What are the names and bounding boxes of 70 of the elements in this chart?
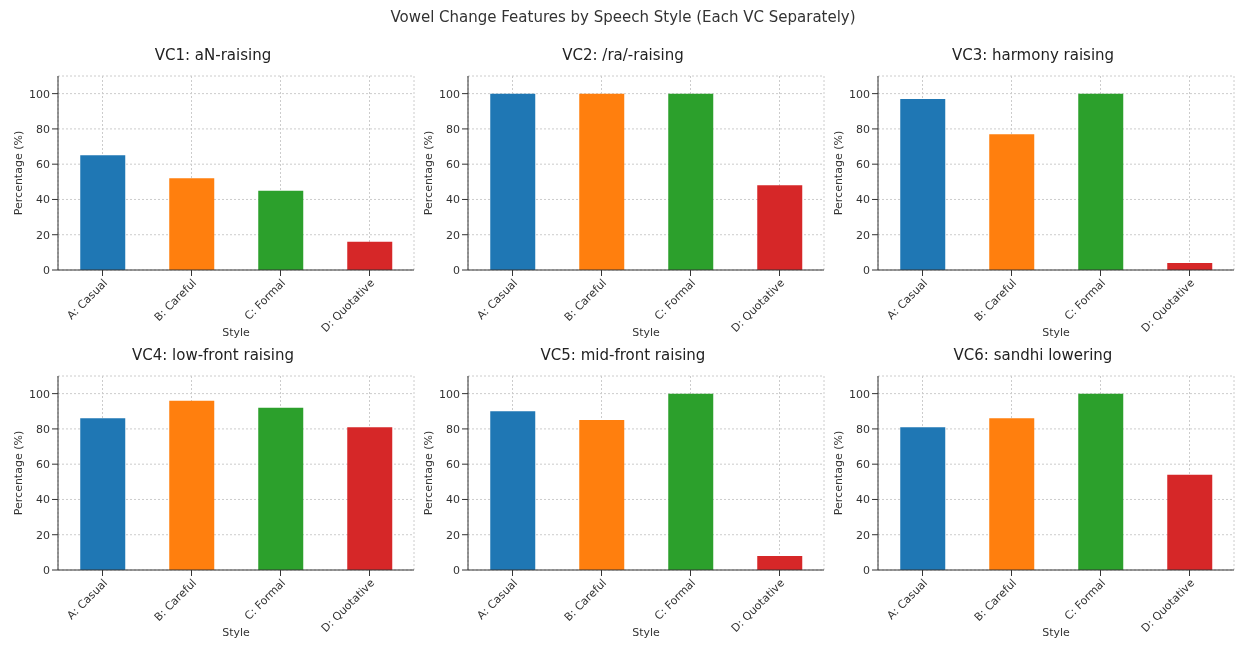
y-tick-label: 80 — [856, 422, 870, 436]
bar — [169, 178, 215, 270]
y-tick-label: 80 — [856, 122, 870, 136]
y-axis-title: Percentage (%) — [831, 130, 845, 216]
y-tick-label: 0 — [453, 563, 460, 577]
bar — [579, 420, 625, 570]
bar — [80, 155, 126, 270]
x-axis-title: Style — [1042, 626, 1071, 639]
bar — [490, 411, 536, 570]
chart-title: VC2: /ra/-raising — [561, 46, 685, 66]
bar — [1078, 93, 1124, 270]
y-tick-label: 20 — [856, 528, 870, 542]
y-tick-label: 0 — [43, 563, 50, 577]
y-axis-title: Percentage (%) — [11, 130, 25, 216]
x-axis-title: Style — [632, 626, 661, 639]
y-tick-label: 40 — [856, 193, 870, 207]
y-tick-label: 60 — [856, 158, 870, 172]
bar — [347, 241, 393, 270]
bar — [989, 418, 1035, 570]
y-tick-label: 0 — [453, 263, 460, 277]
chart-title: VC1: aN-raising — [153, 46, 273, 66]
y-tick-label: 80 — [36, 422, 50, 436]
bar — [1167, 474, 1213, 570]
y-tick-label: 40 — [36, 493, 50, 507]
y-tick-label: 60 — [36, 158, 50, 172]
y-tick-label: 20 — [446, 228, 460, 242]
y-axis-title: Percentage (%) — [831, 430, 845, 516]
chart-title: VC3: harmony raising — [950, 46, 1116, 66]
x-axis-title: Style — [632, 326, 661, 339]
y-tick-label: 40 — [446, 193, 460, 207]
y-tick-label: 80 — [446, 422, 460, 436]
y-tick-label: 80 — [446, 122, 460, 136]
y-tick-label: 100 — [29, 87, 50, 101]
y-tick-label: 100 — [439, 387, 460, 401]
y-tick-label: 20 — [856, 228, 870, 242]
text: Vowel Change Features by Speech Style (Each VC Separately) — [389, 8, 857, 28]
y-tick-label: 80 — [36, 122, 50, 136]
bar — [757, 555, 803, 570]
y-tick-label: 0 — [43, 263, 50, 277]
y-tick-label: 100 — [439, 87, 460, 101]
y-tick-label: 60 — [446, 158, 460, 172]
x-axis-title: Style — [1042, 326, 1071, 339]
y-tick-label: 60 — [856, 458, 870, 472]
y-tick-label: 100 — [849, 387, 870, 401]
bar — [900, 98, 946, 270]
y-tick-label: 60 — [36, 458, 50, 472]
y-axis-title: Percentage (%) — [421, 430, 435, 516]
bar — [668, 393, 714, 570]
y-tick-label: 40 — [446, 493, 460, 507]
chart-title: VC5: mid-front raising — [539, 346, 707, 366]
y-tick-label: 20 — [36, 228, 50, 242]
y-tick-label: 0 — [863, 263, 870, 277]
bar — [258, 190, 304, 270]
y-tick-label: 0 — [863, 563, 870, 577]
bar — [900, 427, 946, 570]
y-tick-label: 100 — [29, 387, 50, 401]
bar — [989, 134, 1035, 270]
chart-title: VC4: low-front raising — [130, 346, 296, 366]
y-tick-label: 20 — [446, 528, 460, 542]
y-tick-label: 20 — [36, 528, 50, 542]
y-axis-title: Percentage (%) — [11, 430, 25, 516]
x-axis-title: Style — [222, 326, 251, 339]
x-axis-title: Style — [222, 626, 251, 639]
y-axis-title: Percentage (%) — [421, 130, 435, 216]
y-tick-label: 60 — [446, 458, 460, 472]
y-tick-label: 40 — [36, 193, 50, 207]
bar — [1078, 393, 1124, 570]
y-tick-label: 40 — [856, 493, 870, 507]
y-tick-label: 100 — [849, 87, 870, 101]
chart-title: VC6: sandhi lowering — [952, 346, 1114, 366]
